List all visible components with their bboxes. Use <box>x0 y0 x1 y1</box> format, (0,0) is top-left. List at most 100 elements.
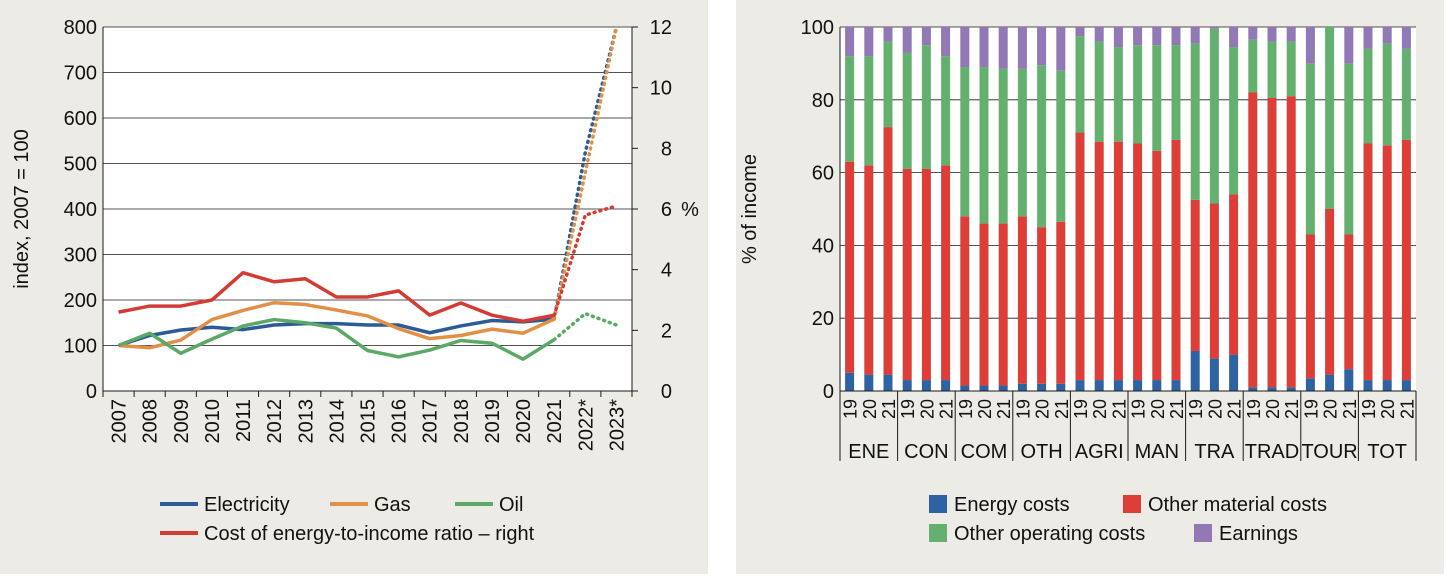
legend-label: Oil <box>499 494 523 516</box>
x-tick-label: 20 <box>917 399 937 419</box>
bar-segment <box>864 165 874 375</box>
x-tick-label: 19 <box>1129 399 1149 419</box>
bar-segment <box>864 374 874 391</box>
bar-segment <box>1152 45 1162 151</box>
x-tick-label: 19 <box>1071 399 1091 419</box>
electricity-projection-line <box>552 26 619 321</box>
x-tick-label: 19 <box>841 399 861 419</box>
bar-segment <box>960 67 970 217</box>
y-tick-label: 60 <box>812 163 834 185</box>
bar-segment <box>921 45 931 169</box>
bar-segment <box>1267 41 1277 98</box>
bar-segment <box>1229 47 1239 195</box>
x-tick-label: 2023* <box>606 399 628 451</box>
bar-segment <box>1152 150 1162 381</box>
x-tick-label: 2010 <box>202 399 224 444</box>
bar-segment <box>1094 141 1104 381</box>
y-tick-label: 80 <box>812 90 834 112</box>
bar-segment <box>1094 380 1104 391</box>
bar-segment <box>1037 65 1047 228</box>
bar-segment <box>1401 27 1411 49</box>
x-tick-label: 21 <box>994 399 1014 419</box>
bar-segment <box>941 380 951 391</box>
legend-label: Gas <box>374 494 411 516</box>
bar-segment <box>1248 39 1258 93</box>
bar-segment <box>1286 387 1296 391</box>
bar-segment <box>1267 27 1277 42</box>
bar-segment <box>1037 383 1047 391</box>
bar-segment <box>998 27 1008 69</box>
bar-segment <box>1171 139 1181 381</box>
legend-label: Energy costs <box>954 494 1070 516</box>
bar-segment <box>1171 380 1181 391</box>
x-tick-label: 20 <box>1090 399 1110 419</box>
x-tick-label: 19 <box>1244 399 1264 419</box>
x-tick-label: 2017 <box>420 399 442 444</box>
bar-segment <box>1248 27 1258 40</box>
bar-segment <box>979 67 989 224</box>
y-tick-label: 700 <box>64 63 97 85</box>
bar-segment <box>1267 97 1277 388</box>
y-tick-label: 500 <box>64 154 97 176</box>
energy-price-index-chart-panel: 0 100 200 300 400 500 600 700 800 0 2 4 6 8 10 12 2007 20… <box>0 0 708 574</box>
bar-segment <box>1056 70 1066 222</box>
x-tick-label: 19 <box>1013 399 1033 419</box>
bar-segment <box>1325 27 1335 209</box>
legend-swatch <box>1123 495 1141 513</box>
sector-label: MAN <box>1135 441 1179 463</box>
bar-segment <box>1229 27 1239 48</box>
x-tick-label: 2014 <box>326 399 348 444</box>
bar-segment <box>1094 27 1104 42</box>
sector-label: TOUR <box>1301 441 1357 463</box>
bar-segment <box>979 223 989 386</box>
bar-segment <box>921 27 931 46</box>
x-tick-label: 2021 <box>544 399 566 444</box>
x-tick-label: 20 <box>860 399 880 419</box>
bar-segment <box>1209 203 1219 359</box>
bar-segment <box>845 372 855 391</box>
x-tick-label: 2020 <box>513 399 535 444</box>
bar-segment <box>1056 27 1066 71</box>
bar-segment <box>1305 378 1315 391</box>
sector-label: AGRI <box>1075 441 1124 463</box>
bar-segment <box>1229 354 1239 391</box>
bar-segment <box>1152 380 1162 391</box>
y-tick-label: 400 <box>64 199 97 221</box>
bar-segment <box>1382 43 1392 146</box>
bar-segment <box>1305 27 1315 64</box>
y-right-tick-label: 6 <box>661 199 672 221</box>
bar-segment <box>998 385 1008 391</box>
sector-label: TRA <box>1194 441 1235 463</box>
gas-projection-line <box>552 26 619 321</box>
bar-segment <box>1209 28 1219 204</box>
bar-segment <box>1209 358 1219 391</box>
bar-segment <box>883 27 893 42</box>
bar-segment <box>941 165 951 381</box>
bar-segment <box>1190 27 1200 44</box>
bar-segment <box>1075 132 1085 381</box>
legend-label: Earnings <box>1219 523 1298 545</box>
x-tick-label: 19 <box>1186 399 1206 419</box>
bar-segment <box>921 168 931 381</box>
sector-label: TRAD <box>1245 441 1299 463</box>
x-tick-label: 2012 <box>264 399 286 444</box>
bar-segment <box>902 52 912 169</box>
y-tick-label: 600 <box>64 108 97 130</box>
bar-segment <box>1344 63 1354 235</box>
y-tick-label: 20 <box>812 308 834 330</box>
x-tick-label: 2011 <box>233 399 255 442</box>
x-tick-label: 21 <box>1340 399 1360 419</box>
y-right-tick-label: 0 <box>661 381 672 403</box>
x-tick-label: 2022* <box>575 399 597 451</box>
x-tick-label: 21 <box>1052 399 1072 419</box>
x-tick-label: 19 <box>898 399 918 419</box>
bar-segment <box>1344 234 1354 370</box>
bar-segment <box>960 27 970 68</box>
cost-projection-line <box>552 204 619 317</box>
bar-segment <box>1344 369 1354 391</box>
x-tick-label: 19 <box>1359 399 1379 419</box>
bar-segment <box>1017 68 1027 217</box>
bar-segment <box>845 27 855 57</box>
bar-segment <box>1133 143 1143 381</box>
